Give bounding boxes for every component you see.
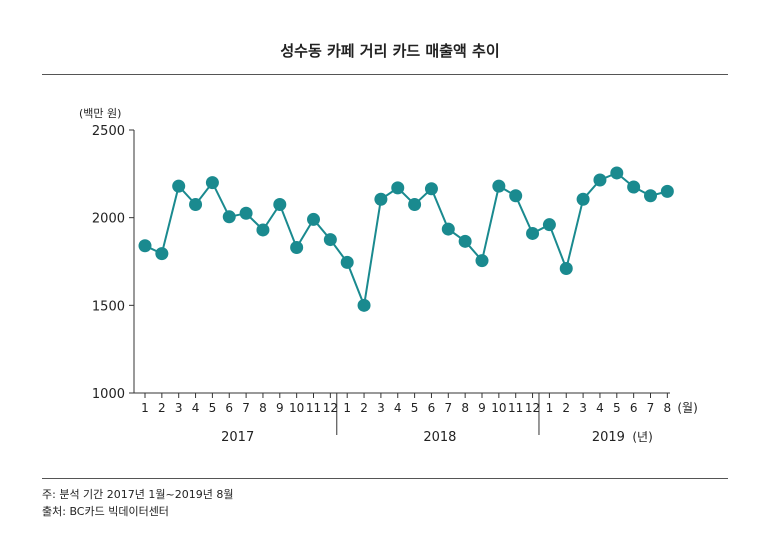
month-label: 6 xyxy=(225,401,233,415)
source-note: 출처: BC카드 빅데이터센터 xyxy=(42,505,169,518)
data-point xyxy=(458,234,472,248)
month-label: 4 xyxy=(192,401,200,415)
data-point xyxy=(610,166,624,180)
month-label: 9 xyxy=(276,401,284,415)
data-point xyxy=(222,210,236,224)
data-point xyxy=(323,233,337,247)
month-label: 3 xyxy=(579,401,587,415)
data-point xyxy=(273,198,287,212)
month-label: 8 xyxy=(664,401,672,415)
period-note: 주: 분석 기간 2017년 1월~2019년 8월 xyxy=(42,488,234,501)
y-tick-label: 2500 xyxy=(92,124,125,139)
month-label: 4 xyxy=(596,401,604,415)
data-point xyxy=(239,206,253,220)
month-label: 8 xyxy=(259,401,267,415)
data-points xyxy=(138,166,674,312)
chart-title: 성수동 카페 거리 카드 매출액 추이 xyxy=(280,42,500,60)
month-label: 2 xyxy=(360,401,368,415)
month-label: 3 xyxy=(377,401,385,415)
data-point xyxy=(576,192,590,206)
month-label: 10 xyxy=(491,401,506,415)
month-label: 5 xyxy=(613,401,621,415)
data-point xyxy=(391,181,405,195)
data-point xyxy=(627,180,641,194)
data-point xyxy=(475,254,489,268)
year-label: 2018 xyxy=(423,430,456,445)
month-label: 11 xyxy=(306,401,321,415)
data-point xyxy=(593,173,607,187)
y-axis-unit-label: (백만 원) xyxy=(79,107,121,120)
data-point xyxy=(290,240,304,254)
data-point xyxy=(172,179,186,193)
month-label: 7 xyxy=(647,401,655,415)
data-point xyxy=(155,247,169,261)
year-unit-label: (년) xyxy=(632,430,652,444)
data-point xyxy=(408,198,422,212)
month-label: 2 xyxy=(158,401,166,415)
year-label: 2019 xyxy=(592,430,625,445)
data-point xyxy=(340,255,354,269)
data-point xyxy=(138,239,152,253)
month-label: 7 xyxy=(444,401,452,415)
data-point xyxy=(205,176,219,190)
year-label: 2017 xyxy=(221,430,254,445)
axes xyxy=(129,129,670,435)
data-point xyxy=(660,184,674,198)
sales-line xyxy=(144,171,668,310)
y-tick-label: 1500 xyxy=(92,299,125,314)
top-divider xyxy=(42,74,728,75)
month-label: 9 xyxy=(478,401,486,415)
month-label: 12 xyxy=(525,401,540,415)
data-point xyxy=(509,189,523,203)
month-label: 6 xyxy=(630,401,638,415)
month-unit-label: (월) xyxy=(677,401,697,415)
month-label: 2 xyxy=(562,401,570,415)
month-label: 1 xyxy=(141,401,149,415)
data-point xyxy=(256,223,270,237)
data-point xyxy=(526,226,540,240)
month-label: 3 xyxy=(175,401,183,415)
data-point xyxy=(644,189,657,203)
data-point xyxy=(357,298,371,312)
data-point xyxy=(307,212,320,226)
bottom-divider xyxy=(42,478,728,479)
month-label: 5 xyxy=(411,401,419,415)
data-point xyxy=(542,218,556,232)
y-tick-label: 1000 xyxy=(92,387,125,402)
y-tick-label: 2000 xyxy=(92,212,125,227)
month-label: 8 xyxy=(461,401,469,415)
data-point xyxy=(492,179,506,193)
month-label: 6 xyxy=(428,401,436,415)
month-label: 1 xyxy=(546,401,554,415)
data-point xyxy=(441,222,455,236)
month-label: 1 xyxy=(343,401,351,415)
month-label: 11 xyxy=(508,401,523,415)
data-point xyxy=(424,182,438,196)
month-label: 5 xyxy=(209,401,217,415)
month-label: 10 xyxy=(289,401,304,415)
data-point xyxy=(374,192,388,206)
data-point xyxy=(559,262,573,276)
month-label: 7 xyxy=(242,401,250,415)
data-point xyxy=(189,198,203,212)
month-label: 12 xyxy=(323,401,338,415)
month-label: 4 xyxy=(394,401,402,415)
series-line xyxy=(144,171,668,310)
